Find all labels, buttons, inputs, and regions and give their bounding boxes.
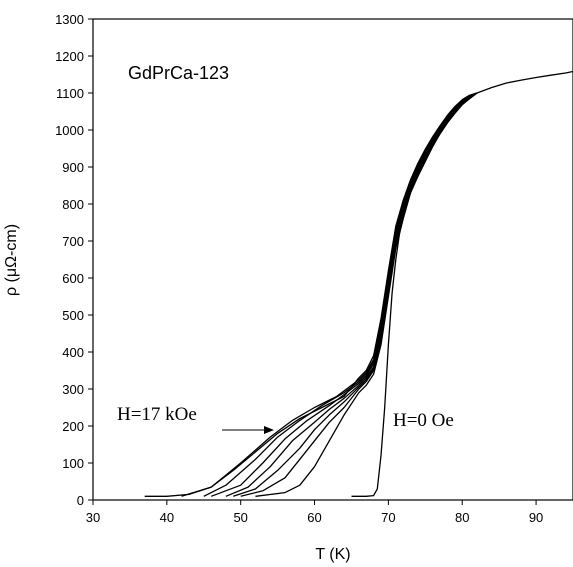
y-tick-label: 500 xyxy=(62,308,84,323)
field-high-label: H=17 kOe xyxy=(117,404,197,425)
x-tick-label: 30 xyxy=(86,510,100,525)
x-axis-title: T (K) xyxy=(315,546,350,563)
y-tick-label: 100 xyxy=(62,456,84,471)
x-tick-label: 70 xyxy=(381,510,395,525)
y-axis-ticks: 0 100 200 300 400 500 600 700 800 900 1000 1100 1200… xyxy=(55,12,93,508)
y-tick-label: 1200 xyxy=(55,49,84,64)
y-tick-label: 800 xyxy=(62,197,84,212)
series-line-3 xyxy=(240,92,478,497)
y-tick-label: 1300 xyxy=(55,12,84,27)
x-tick-label: 90 xyxy=(529,510,543,525)
series-line-1 xyxy=(351,70,573,497)
series-line-8 xyxy=(181,92,478,497)
y-tick-label: 400 xyxy=(62,345,84,360)
plot-frame xyxy=(92,18,573,501)
y-tick-label: 1000 xyxy=(55,123,84,138)
x-axis-ticks: 30 40 50 60 70 80 90 xyxy=(86,500,543,525)
x-tick-label: 80 xyxy=(455,510,469,525)
y-tick-label: 0 xyxy=(77,493,84,508)
field-zero-label: H=0 Oe xyxy=(393,410,454,431)
series-line-7 xyxy=(203,92,478,497)
x-tick-label: 50 xyxy=(233,510,247,525)
series-line-6 xyxy=(210,92,478,497)
sample-label: GdPrCa-123 xyxy=(128,63,229,83)
y-tick-label: 700 xyxy=(62,234,84,249)
y-tick-label: 600 xyxy=(62,271,84,286)
x-tick-label: 60 xyxy=(307,510,321,525)
series-line-9 xyxy=(144,92,478,497)
y-tick-label: 1100 xyxy=(56,86,84,101)
field-arrow-head xyxy=(264,426,274,434)
y-tick-label: 900 xyxy=(62,160,84,175)
y-tick-label: 200 xyxy=(62,419,84,434)
data-series-layer xyxy=(144,70,573,497)
x-tick-label: 40 xyxy=(160,510,174,525)
y-tick-label: 300 xyxy=(62,382,84,397)
series-line-4 xyxy=(233,92,478,497)
y-axis-title: ρ (μΩ-cm) xyxy=(3,224,20,296)
series-line-5 xyxy=(225,92,478,497)
